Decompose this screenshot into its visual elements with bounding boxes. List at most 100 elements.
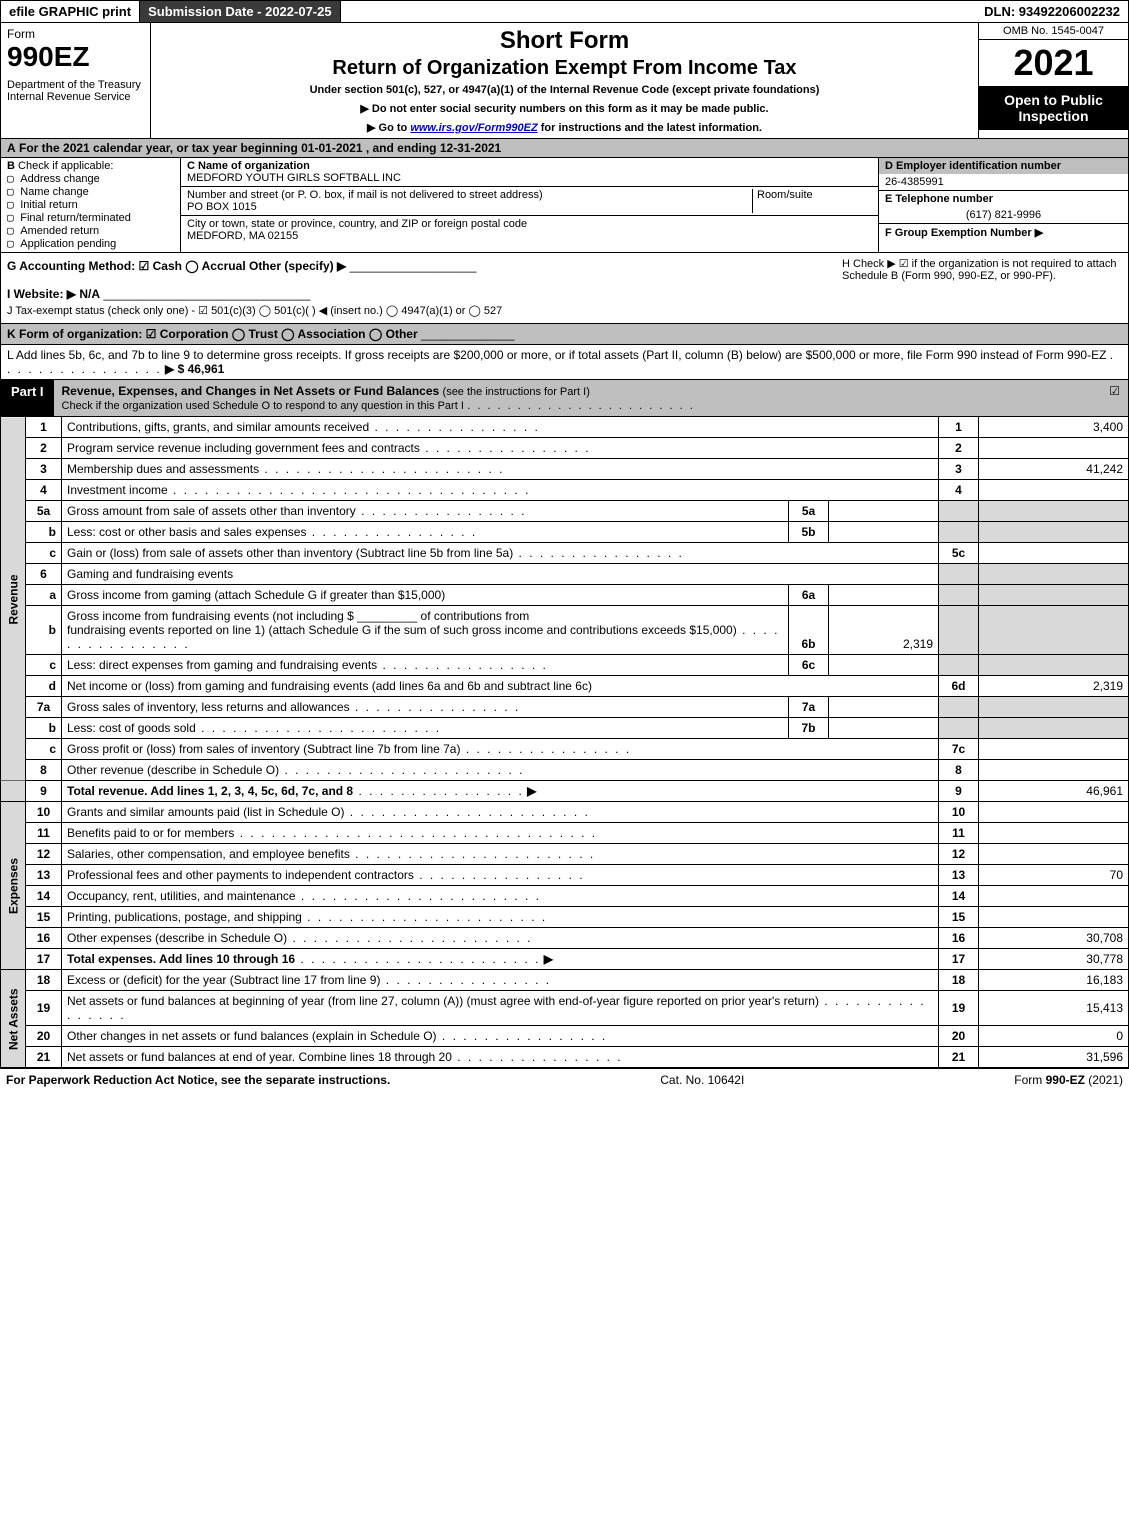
line-7a-rval [979, 697, 1129, 718]
irs-link[interactable]: www.irs.gov/Form990EZ [410, 122, 537, 134]
line-1-rnum: 1 [939, 417, 979, 438]
form-subtitle: Under section 501(c), 527, or 4947(a)(1)… [157, 84, 972, 96]
line-6a-rnum [939, 585, 979, 606]
line-14-desc: Occupancy, rent, utilities, and maintena… [67, 889, 296, 903]
line-20-desc: Other changes in net assets or fund bala… [67, 1029, 437, 1043]
revenue-section-label: Revenue [1, 417, 26, 781]
section-b-heading: Check if applicable: [18, 160, 113, 172]
checkbox-name-change[interactable]: ▢ [7, 185, 20, 198]
line-13-rnum: 13 [939, 865, 979, 886]
line-5a-rval [979, 501, 1129, 522]
line-6b-num: b [26, 606, 62, 655]
opt-address-change: Address change [20, 173, 100, 185]
dln-label: DLN: 93492206002232 [976, 1, 1128, 22]
line-2-rnum: 2 [939, 438, 979, 459]
line-18-value: 16,183 [979, 970, 1129, 991]
footer-left: For Paperwork Reduction Act Notice, see … [6, 1073, 390, 1087]
ssn-warning: ▶ Do not enter social security numbers o… [157, 102, 972, 115]
org-name-label: C Name of organization [187, 160, 310, 172]
section-c: C Name of organization MEDFORD YOUTH GIR… [181, 158, 878, 252]
line-5b-midnum: 5b [789, 522, 829, 543]
form-header: Form 990EZ Department of the Treasury In… [0, 23, 1129, 139]
page-footer: For Paperwork Reduction Act Notice, see … [0, 1068, 1129, 1091]
line-7a-num: 7a [26, 697, 62, 718]
info-grid: B Check if applicable: ▢ Address change … [0, 158, 1129, 253]
line-12-num: 12 [26, 844, 62, 865]
line-7c-value [979, 739, 1129, 760]
line-11-desc: Benefits paid to or for members [67, 826, 234, 840]
line-17-desc: Total expenses. Add lines 10 through 16 [67, 952, 295, 966]
line-17-rnum: 17 [939, 949, 979, 970]
tel-label: E Telephone number [879, 190, 1128, 207]
city-value: MEDFORD, MA 02155 [187, 230, 298, 242]
line-6b-rval [979, 606, 1129, 655]
line-6c-num: c [26, 655, 62, 676]
checkbox-address-change[interactable]: ▢ [7, 172, 20, 185]
checkbox-final-return[interactable]: ▢ [7, 211, 20, 224]
line-i: I Website: ▶ N/A [7, 287, 100, 301]
checkbox-application-pending[interactable]: ▢ [7, 237, 20, 250]
line-14-num: 14 [26, 886, 62, 907]
line-5a-midval [829, 501, 939, 522]
line-8-rnum: 8 [939, 760, 979, 781]
line-7b-midval [829, 718, 939, 739]
line-10-value [979, 802, 1129, 823]
line-21-desc: Net assets or fund balances at end of ye… [67, 1050, 452, 1064]
line-1-value: 3,400 [979, 417, 1129, 438]
line-5a-num: 5a [26, 501, 62, 522]
line-2-desc: Program service revenue including govern… [67, 441, 420, 455]
line-20-value: 0 [979, 1026, 1129, 1047]
line-10-num: 10 [26, 802, 62, 823]
line-13-desc: Professional fees and other payments to … [67, 868, 414, 882]
top-bar: efile GRAPHIC print Submission Date - 20… [0, 0, 1129, 23]
line-6-desc: Gaming and fundraising events [62, 564, 939, 585]
line-21-value: 31,596 [979, 1047, 1129, 1068]
opt-initial-return: Initial return [20, 199, 77, 211]
line-5c-rnum: 5c [939, 543, 979, 564]
line-19-value: 15,413 [979, 991, 1129, 1026]
section-b: B Check if applicable: ▢ Address change … [1, 158, 181, 252]
group-exemption-label: F Group Exemption Number ▶ [879, 223, 1128, 241]
open-public-badge: Open to Public Inspection [979, 86, 1128, 130]
row-a-text: For the 2021 calendar year, or tax year … [19, 141, 501, 155]
opt-amended-return: Amended return [20, 225, 99, 237]
line-10-rnum: 10 [939, 802, 979, 823]
line-11-rnum: 11 [939, 823, 979, 844]
line-5a-rnum [939, 501, 979, 522]
line-15-value [979, 907, 1129, 928]
line-7c-rnum: 7c [939, 739, 979, 760]
line-6-rnum [939, 564, 979, 585]
line-16-desc: Other expenses (describe in Schedule O) [67, 931, 287, 945]
section-b-label: B [7, 160, 15, 172]
line-13-value: 70 [979, 865, 1129, 886]
line-16-rnum: 16 [939, 928, 979, 949]
line-14-rnum: 14 [939, 886, 979, 907]
line-5b-num: b [26, 522, 62, 543]
line-2-num: 2 [26, 438, 62, 459]
line-l-text: L Add lines 5b, 6c, and 7b to line 9 to … [7, 348, 1106, 362]
checkbox-initial-return[interactable]: ▢ [7, 198, 20, 211]
addr-value: PO BOX 1015 [187, 201, 257, 213]
line-12-value [979, 844, 1129, 865]
checkbox-amended-return[interactable]: ▢ [7, 224, 20, 237]
line-7b-desc: Less: cost of goods sold [67, 721, 196, 735]
line-9-desc: Total revenue. Add lines 1, 2, 3, 4, 5c,… [67, 784, 353, 798]
netassets-section-label: Net Assets [1, 970, 26, 1068]
efile-print-label[interactable]: efile GRAPHIC print [1, 1, 140, 22]
line-6d-value: 2,319 [979, 676, 1129, 697]
line-16-num: 16 [26, 928, 62, 949]
line-7b-num: b [26, 718, 62, 739]
line-19-rnum: 19 [939, 991, 979, 1026]
part1-checkbox[interactable]: ☑ [1101, 380, 1128, 416]
line-11-num: 11 [26, 823, 62, 844]
footer-right: Form 990-EZ (2021) [1014, 1073, 1123, 1087]
line-18-num: 18 [26, 970, 62, 991]
line-k: K Form of organization: ☑ Corporation ◯ … [0, 324, 1129, 345]
line-5b-rval [979, 522, 1129, 543]
dept-label: Department of the Treasury Internal Reve… [7, 79, 144, 103]
meta-block: H Check ▶ ☑ if the organization is not r… [0, 253, 1129, 324]
line-2-value [979, 438, 1129, 459]
line-17-num: 17 [26, 949, 62, 970]
line-8-desc: Other revenue (describe in Schedule O) [67, 763, 279, 777]
line-17-value: 30,778 [979, 949, 1129, 970]
